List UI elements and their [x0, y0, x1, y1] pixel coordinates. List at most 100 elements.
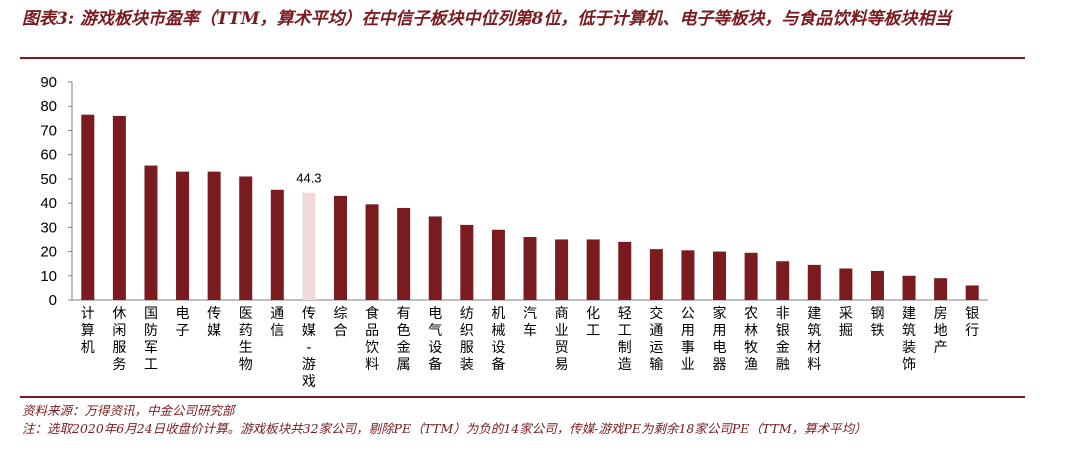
x-tick-label: 银行 — [965, 306, 979, 339]
svg-text:料: 料 — [807, 357, 821, 373]
bar-22 — [744, 252, 758, 300]
svg-text:车: 车 — [523, 322, 537, 339]
svg-text:银: 银 — [965, 306, 979, 322]
svg-text:业: 业 — [681, 357, 695, 373]
svg-text:掘: 掘 — [839, 323, 853, 339]
svg-text:子: 子 — [176, 323, 190, 339]
svg-text:医: 医 — [239, 306, 253, 322]
y-tick-label: 0 — [49, 292, 57, 309]
svg-text:服: 服 — [460, 340, 474, 356]
x-tick-label: 传媒 — [207, 306, 221, 339]
svg-text:药: 药 — [239, 323, 253, 339]
bar-21 — [713, 251, 727, 300]
svg-text:电: 电 — [428, 306, 442, 322]
svg-text:传: 传 — [207, 306, 221, 322]
svg-text:筑: 筑 — [807, 323, 821, 339]
x-tick-label: 钢铁 — [870, 306, 884, 339]
svg-text:林: 林 — [744, 323, 758, 339]
svg-text:算: 算 — [81, 323, 95, 339]
bar-5 — [207, 171, 221, 300]
svg-text:家: 家 — [713, 305, 727, 322]
svg-text:备: 备 — [491, 356, 505, 373]
svg-text:银: 银 — [776, 323, 790, 339]
bar-23 — [776, 261, 790, 300]
svg-text:色: 色 — [397, 322, 411, 339]
x-tick-label: 采掘 — [839, 306, 853, 339]
svg-text:综: 综 — [333, 306, 347, 322]
y-tick-label: 30 — [40, 219, 57, 236]
svg-text:事: 事 — [681, 340, 695, 356]
svg-text:食: 食 — [365, 305, 379, 322]
svg-text:筑: 筑 — [902, 323, 916, 339]
title-divider — [20, 57, 1025, 59]
svg-text:纺: 纺 — [460, 306, 474, 322]
svg-text:采: 采 — [839, 306, 853, 322]
svg-text:非: 非 — [776, 306, 790, 322]
bar-1 — [81, 114, 95, 300]
bar-3 — [144, 165, 158, 300]
svg-text:计: 计 — [81, 306, 95, 322]
bar-7 — [270, 189, 284, 300]
bar-19 — [649, 249, 663, 300]
svg-text:轻: 轻 — [618, 306, 632, 322]
bar-10 — [365, 204, 379, 300]
svg-text:设: 设 — [491, 340, 505, 356]
source-note: 资料来源：万得资讯，中金公司研究部 — [22, 403, 235, 418]
svg-text:金: 金 — [397, 340, 411, 356]
svg-text:传: 传 — [302, 306, 316, 322]
x-axis-labels: 计算机休闲服务国防军工电子传媒医药生物通信传媒-游戏综合食品饮料有色金属电气设备… — [81, 305, 979, 390]
bar-9 — [333, 195, 347, 300]
bar-25 — [839, 268, 853, 300]
bar-24 — [807, 264, 821, 300]
bar-4 — [176, 171, 190, 300]
svg-text:服: 服 — [112, 340, 126, 356]
bar-14 — [491, 229, 505, 300]
bar-12 — [428, 216, 442, 300]
y-tick-label: 50 — [40, 171, 57, 188]
y-tick-label: 90 — [40, 74, 57, 91]
svg-text:融: 融 — [776, 357, 790, 373]
svg-text:用: 用 — [713, 323, 727, 339]
svg-text:工: 工 — [144, 357, 158, 373]
svg-text:装: 装 — [902, 340, 916, 356]
svg-text:地: 地 — [934, 323, 948, 339]
svg-text:防: 防 — [144, 323, 158, 339]
bar-18 — [618, 241, 632, 300]
svg-text:属: 属 — [397, 357, 411, 373]
bar-2 — [112, 115, 126, 301]
bars: 44.3 — [81, 114, 979, 301]
svg-text:电: 电 — [713, 340, 727, 356]
footnote: 注：选取2020年6月24日收盘价计算。游戏板块共32家公司，剔除PE（TTM）… — [22, 421, 867, 436]
svg-text:媒: 媒 — [302, 323, 316, 339]
bar-20 — [681, 250, 695, 300]
svg-text:工: 工 — [586, 323, 600, 339]
svg-text:钢: 钢 — [870, 306, 884, 322]
svg-text:务: 务 — [112, 357, 126, 373]
svg-text:休: 休 — [112, 306, 126, 322]
x-tick-label: 汽车 — [523, 306, 537, 339]
svg-text:造: 造 — [618, 357, 632, 373]
bar-29 — [965, 285, 979, 300]
svg-text:贸: 贸 — [555, 340, 569, 356]
svg-text:械: 械 — [491, 323, 505, 339]
svg-text:生: 生 — [239, 340, 253, 356]
svg-text:运: 运 — [649, 340, 663, 356]
x-tick-label: 电子 — [176, 306, 190, 339]
svg-text:游: 游 — [302, 357, 316, 373]
svg-text:料: 料 — [365, 357, 379, 373]
x-tick-label: 综合 — [333, 306, 347, 339]
svg-text:设: 设 — [428, 340, 442, 356]
